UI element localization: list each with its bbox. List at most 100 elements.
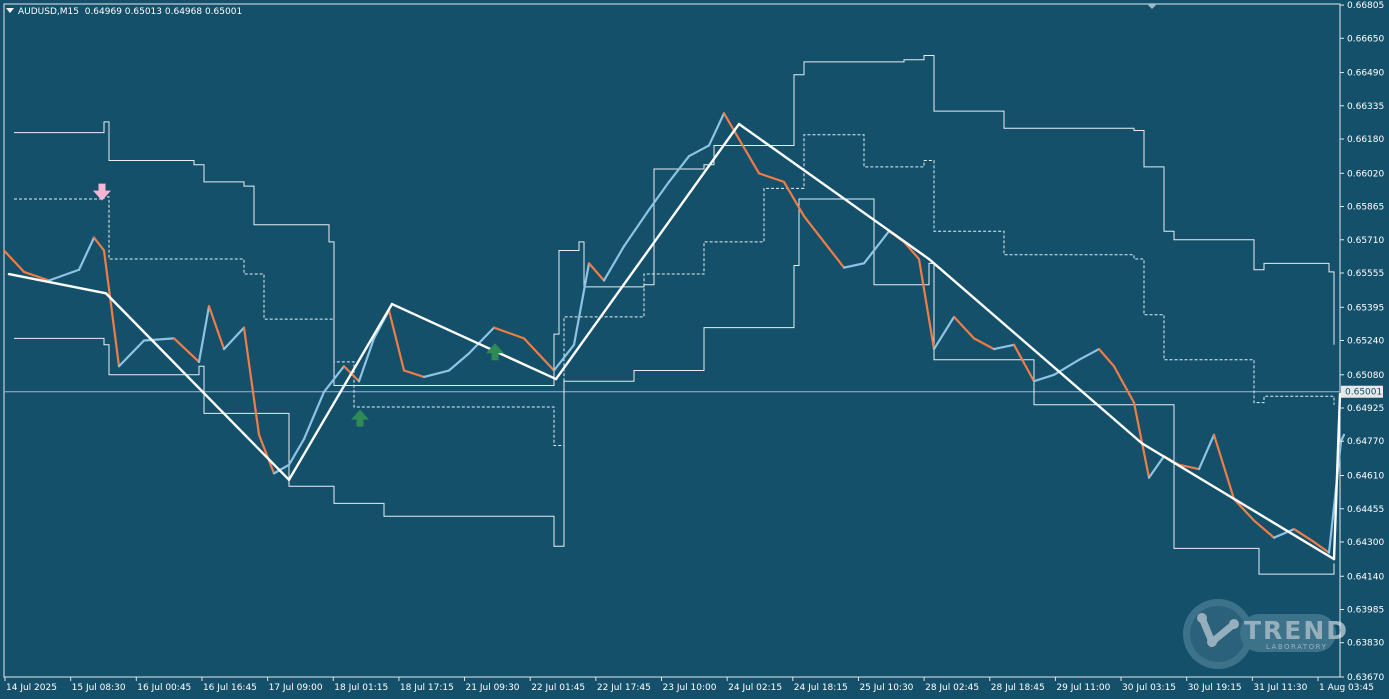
price-segment bbox=[272, 463, 291, 475]
x-tick-label: 23 Jul 10:00 bbox=[663, 683, 717, 693]
y-tick-label: 0.65710 bbox=[1347, 236, 1384, 246]
price-segment bbox=[1112, 365, 1136, 404]
x-tick-label: 24 Jul 18:15 bbox=[794, 683, 848, 693]
y-tick-label: 0.63670 bbox=[1347, 673, 1384, 683]
price-segment bbox=[1052, 358, 1081, 376]
price-segment bbox=[737, 137, 761, 175]
price-segment bbox=[77, 236, 96, 271]
price-segment bbox=[117, 339, 146, 368]
price-segment bbox=[552, 343, 576, 372]
zigzag-segment bbox=[1140, 442, 1336, 561]
zigzag-segment bbox=[927, 257, 1144, 445]
price-segment bbox=[242, 326, 261, 436]
price-segment bbox=[667, 155, 691, 183]
price-segment bbox=[222, 326, 246, 351]
x-tick-label: 18 Jul 17:15 bbox=[400, 683, 454, 693]
x-tick-label: 21 Jul 09:30 bbox=[466, 683, 520, 693]
channel-upper-line bbox=[14, 54, 1335, 387]
x-tick-label: 31 Jul 11:30 bbox=[1253, 683, 1307, 693]
price-segment bbox=[1132, 401, 1151, 479]
price-segment bbox=[1312, 540, 1331, 554]
price-segment bbox=[287, 437, 306, 466]
y-tick-label: 0.64140 bbox=[1347, 572, 1384, 582]
x-tick-label: 17 Jul 09:00 bbox=[269, 683, 323, 693]
price-segment bbox=[92, 236, 106, 252]
sell-arrow[interactable] bbox=[93, 183, 111, 201]
price-segment bbox=[1032, 373, 1056, 383]
price-segment bbox=[387, 309, 406, 372]
price-segment bbox=[757, 172, 786, 183]
price-segment bbox=[142, 337, 176, 342]
x-tick-label: 29 Jul 11:00 bbox=[1056, 683, 1110, 693]
price-segment bbox=[802, 215, 826, 244]
y-tick-label: 0.65555 bbox=[1347, 269, 1384, 279]
x-tick-label: 30 Jul 03:15 bbox=[1122, 683, 1176, 693]
zigzag-segment bbox=[287, 302, 394, 482]
y-tick-label: 0.66180 bbox=[1347, 135, 1384, 145]
current-price-label: 0.65001 bbox=[1345, 388, 1382, 398]
price-segment bbox=[492, 326, 526, 340]
x-tick-label: 16 Jul 16:45 bbox=[203, 683, 257, 693]
buy-arrow[interactable] bbox=[486, 343, 504, 361]
x-tick-label: 22 Jul 17:45 bbox=[597, 683, 651, 693]
zigzag-segment bbox=[390, 302, 558, 381]
y-tick-label: 0.66650 bbox=[1347, 34, 1384, 44]
x-tick-label: 1 Aug 03:45 bbox=[1319, 683, 1374, 693]
ohlc-readout: 0.64969 0.65013 0.64968 0.65001 bbox=[84, 7, 243, 17]
x-tick-label: 28 Jul 02:45 bbox=[925, 683, 979, 693]
x-tick-label: 16 Jul 00:45 bbox=[137, 683, 191, 693]
price-segment bbox=[357, 337, 376, 383]
dropdown-triangle-icon[interactable] bbox=[6, 8, 14, 13]
price-segment bbox=[602, 245, 626, 282]
price-segment bbox=[622, 208, 651, 248]
zigzag-segment bbox=[554, 122, 741, 381]
zigzag-segment bbox=[1332, 392, 1342, 561]
y-tick-label: 0.64770 bbox=[1347, 437, 1384, 447]
zigzag-segment bbox=[104, 292, 291, 482]
price-segment bbox=[207, 305, 226, 351]
x-tick-label: 22 Jul 01:45 bbox=[531, 683, 585, 693]
price-segment bbox=[22, 270, 51, 282]
y-tick-label: 0.64610 bbox=[1347, 472, 1384, 482]
price-segment bbox=[1252, 519, 1276, 539]
price-segment bbox=[992, 343, 1016, 351]
price-segment bbox=[917, 257, 936, 351]
price-segment bbox=[467, 326, 496, 355]
current-price-box bbox=[1341, 385, 1383, 398]
buy-arrow[interactable] bbox=[351, 409, 369, 427]
price-segment bbox=[1177, 463, 1201, 471]
price-segment bbox=[1197, 433, 1216, 471]
watermark-sub: LABORATORY bbox=[1266, 643, 1328, 651]
price-segment bbox=[722, 112, 741, 141]
price-segment bbox=[422, 369, 451, 379]
price-segment bbox=[1292, 528, 1316, 544]
y-tick-label: 0.65240 bbox=[1347, 337, 1384, 347]
y-tick-label: 0.64455 bbox=[1347, 505, 1384, 515]
price-segment bbox=[952, 315, 976, 340]
y-tick-label: 0.64925 bbox=[1347, 404, 1384, 414]
y-tick-label: 0.63985 bbox=[1347, 605, 1384, 615]
y-tick-label: 0.66335 bbox=[1347, 102, 1384, 112]
price-segment bbox=[1327, 487, 1338, 554]
x-tick-label: 30 Jul 19:15 bbox=[1188, 683, 1242, 693]
price-segment bbox=[842, 262, 866, 269]
y-tick-label: 0.66020 bbox=[1347, 169, 1384, 179]
watermark-word: TREND bbox=[1244, 616, 1350, 645]
price-segment bbox=[1077, 347, 1101, 361]
price-segment bbox=[447, 352, 471, 372]
price-segment bbox=[782, 180, 806, 218]
price-segment bbox=[257, 433, 276, 475]
price-segment bbox=[572, 262, 591, 346]
y-tick-label: 0.66805 bbox=[1347, 1, 1384, 11]
price-segment bbox=[172, 337, 201, 364]
x-tick-label: 18 Jul 01:15 bbox=[334, 683, 388, 693]
y-tick-label: 0.65080 bbox=[1347, 371, 1384, 381]
zigzag-segment bbox=[737, 122, 931, 261]
y-tick-label: 0.64300 bbox=[1347, 538, 1384, 548]
price-segment bbox=[1147, 455, 1166, 479]
x-tick-label: 24 Jul 02:15 bbox=[728, 683, 782, 693]
chart-shift-marker-icon[interactable] bbox=[1147, 4, 1157, 9]
x-tick-label: 25 Jul 10:30 bbox=[859, 683, 913, 693]
